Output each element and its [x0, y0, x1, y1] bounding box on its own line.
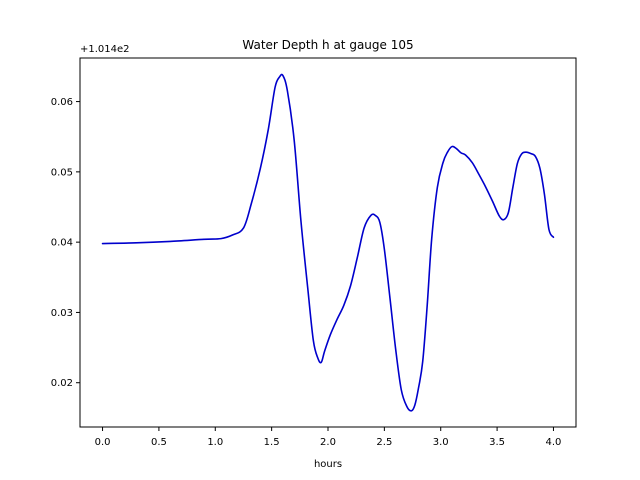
y-tick-label: 0.03 — [51, 308, 73, 319]
plot-frame — [79, 57, 577, 428]
x-tick-label: 0.5 — [151, 437, 167, 448]
y-axis-ticks: 0.02 0.03 0.04 0.05 0.06 — [51, 97, 80, 389]
x-tick-label: 3.0 — [433, 437, 449, 448]
x-tick-label: 2.0 — [320, 437, 336, 448]
chart-title: Water Depth h at gauge 105 — [242, 38, 413, 52]
x-tick-label: 1.0 — [207, 437, 223, 448]
y-axis-offset-text: +1.014e2 — [80, 44, 130, 55]
y-tick-label: 0.04 — [51, 238, 73, 249]
x-tick-label: 3.5 — [489, 437, 505, 448]
x-axis-label: hours — [314, 459, 342, 470]
x-axis-ticks: 0.0 0.5 1.0 1.5 2.0 2.5 3.0 3.5 4.0 — [95, 427, 562, 448]
x-tick-label: 0.0 — [95, 437, 111, 448]
x-tick-label: 1.5 — [264, 437, 280, 448]
series-line-0 — [101, 73, 555, 412]
y-tick-label: 0.06 — [51, 97, 73, 108]
y-tick-label: 0.02 — [51, 378, 73, 389]
y-tick-label: 0.05 — [51, 167, 73, 178]
x-tick-label: 2.5 — [376, 437, 392, 448]
chart-marks — [101, 73, 555, 412]
x-tick-label: 4.0 — [546, 437, 562, 448]
